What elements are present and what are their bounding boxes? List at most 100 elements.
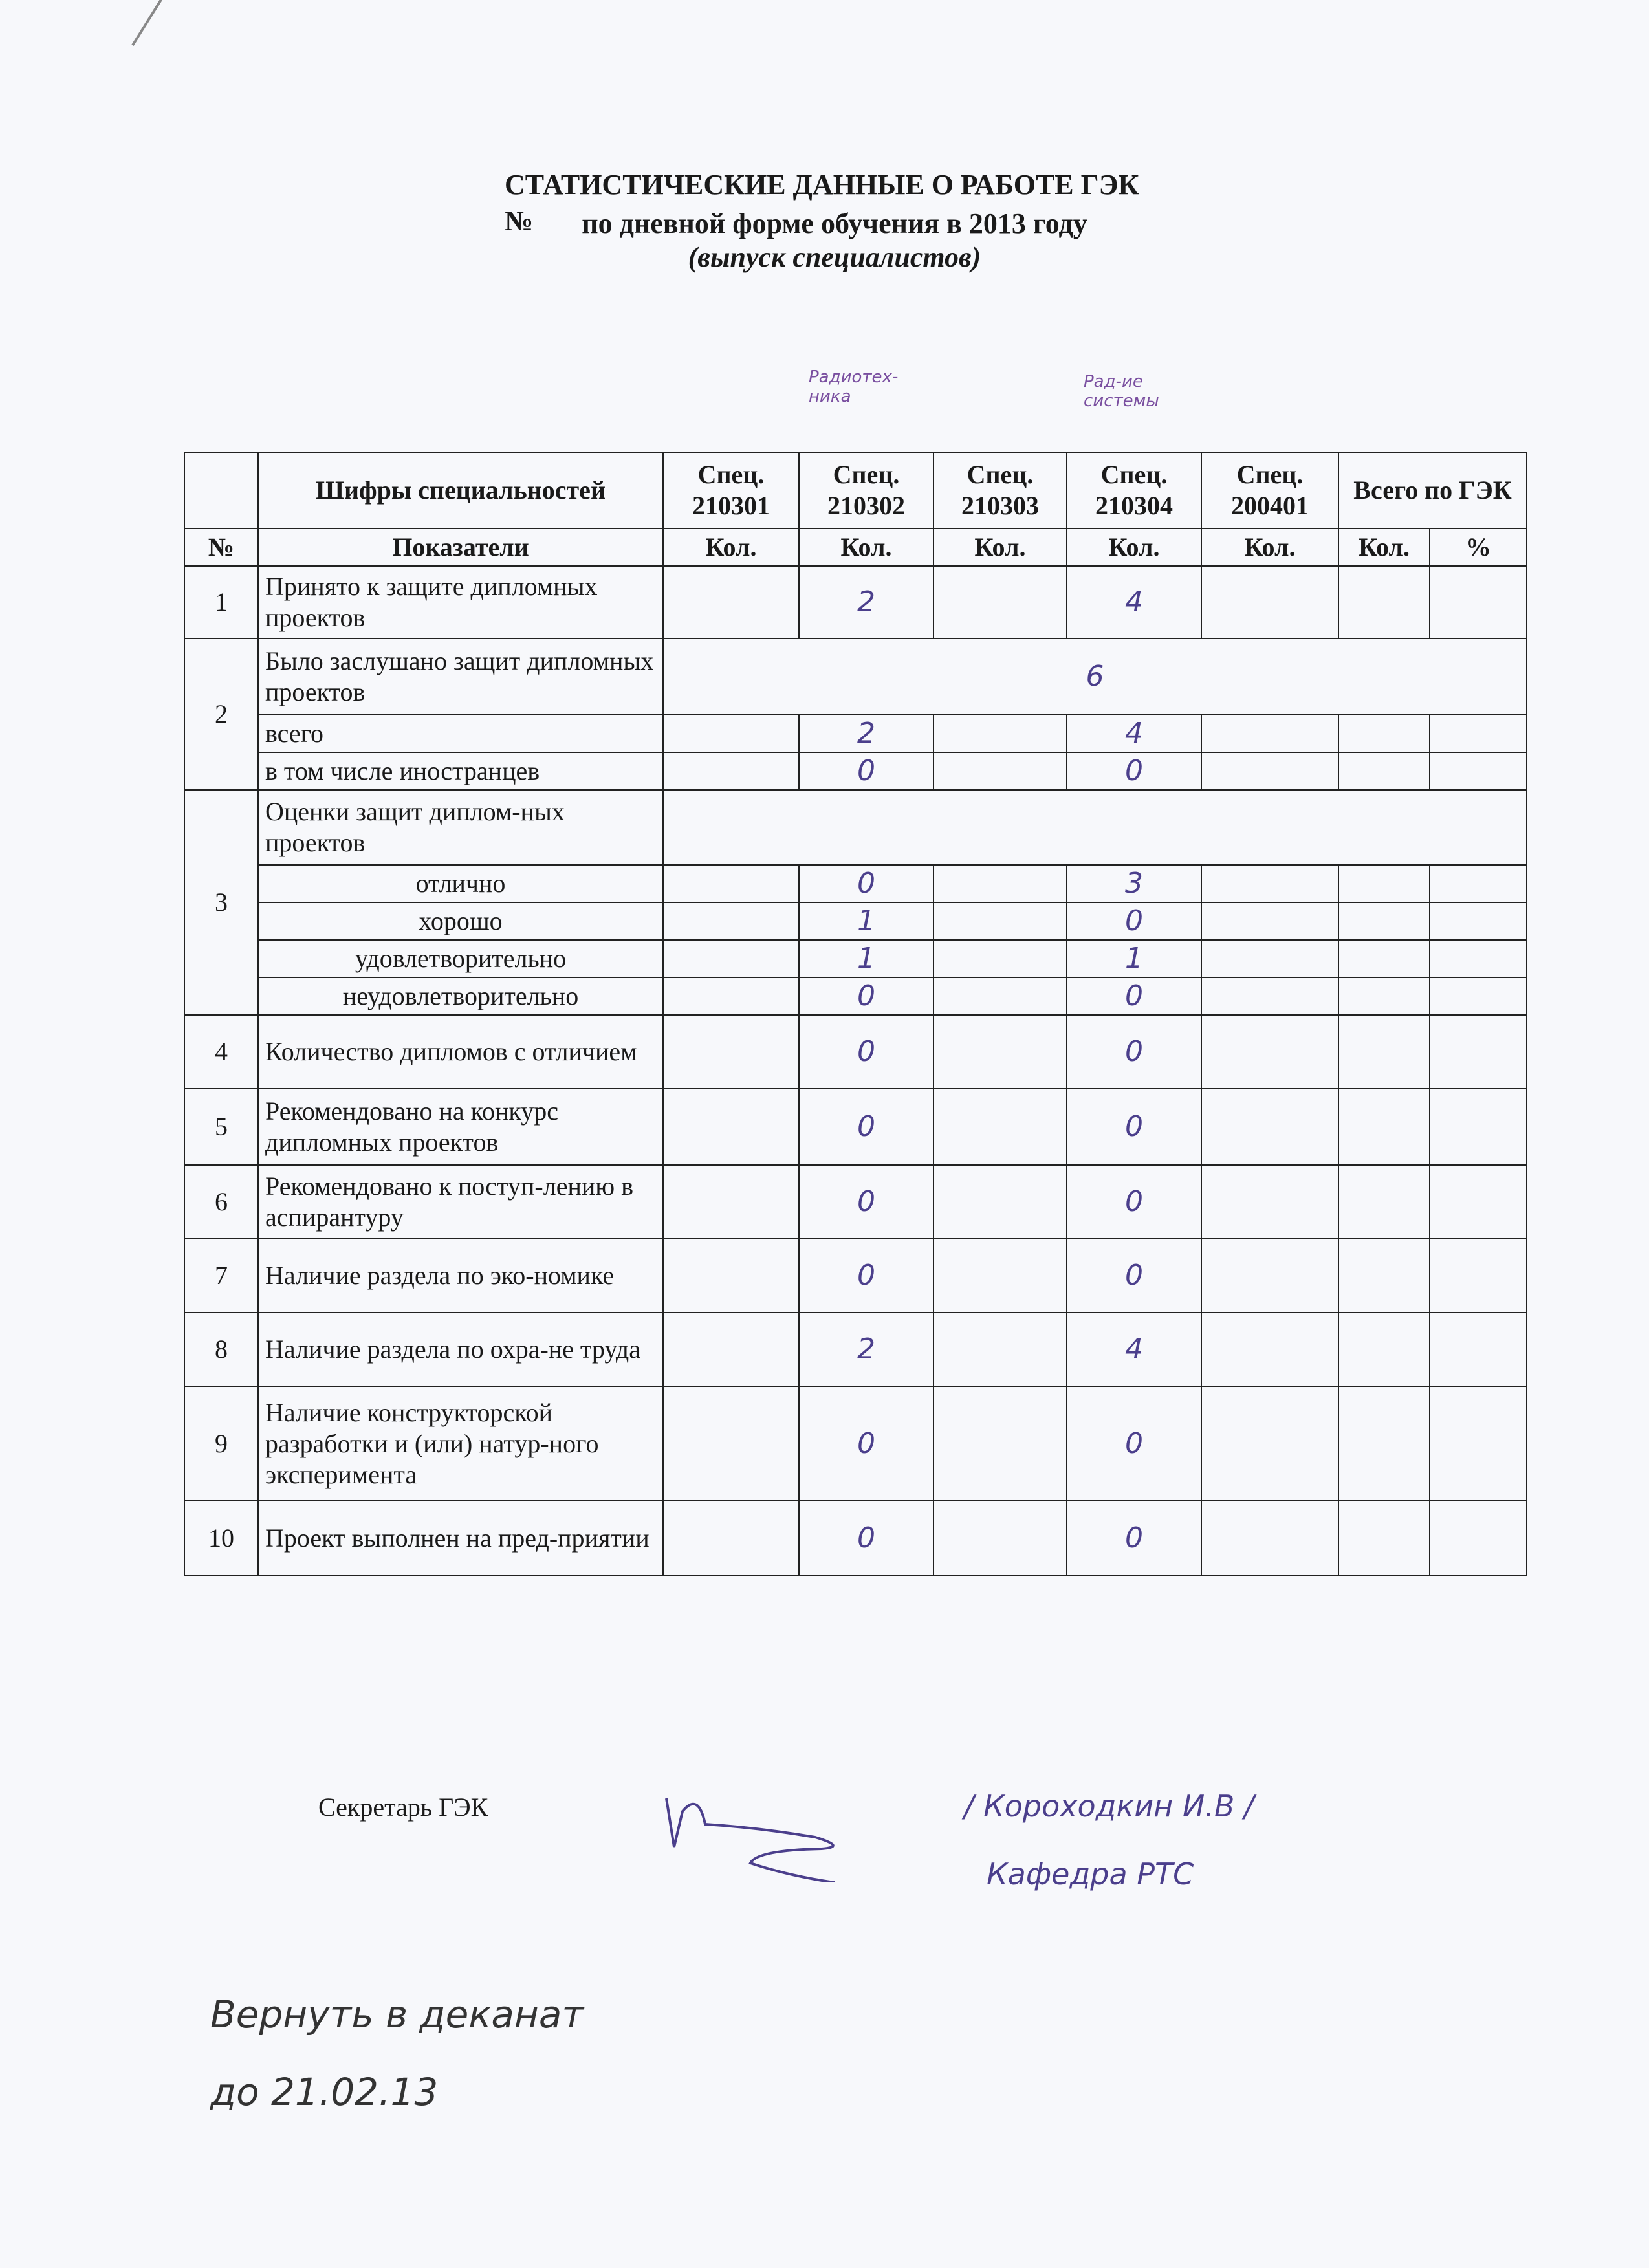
value-cell: 0 — [798, 977, 934, 1016]
row-label: Наличие раздела по эко-номике — [257, 1238, 664, 1313]
value-cell: 0 — [1066, 1088, 1202, 1166]
header-spec: Спец. 200401 — [1201, 452, 1339, 529]
value-cell — [662, 714, 800, 753]
value-cell — [662, 977, 800, 1016]
signature — [665, 1798, 835, 1882]
value-cell: 0 — [798, 1164, 934, 1239]
annotation-radiosystems: Рад-ие системы — [1084, 372, 1159, 411]
return-note: Вернуть в деканат — [210, 1992, 584, 2036]
row-number: 3 — [184, 789, 259, 1016]
table-row: хорошо 1 0 — [184, 902, 1528, 941]
value-cell — [1201, 1164, 1339, 1239]
value-cell — [1201, 864, 1339, 903]
value-cell: 0 — [1066, 1164, 1202, 1239]
table-row: 5 Рекомендовано на конкурс дипломных прое… — [184, 1088, 1528, 1166]
table-row: 3 Оценки защит диплом-ных проектов — [184, 789, 1528, 1016]
value-cell — [1338, 1014, 1430, 1089]
row-label: Наличие конструкторской разработки и (ил… — [257, 1386, 664, 1501]
value-cell — [1338, 939, 1430, 978]
row-number: 2 — [184, 638, 259, 791]
value-cell — [1338, 1238, 1430, 1313]
row-number: 4 — [184, 1014, 259, 1089]
return-date: до 21.02.13 — [210, 2070, 439, 2114]
header-codes: Шифры специальностей — [257, 452, 664, 529]
value-cell: 0 — [798, 1500, 934, 1576]
value-cell: 0 — [1066, 1500, 1202, 1576]
value-cell — [933, 752, 1067, 791]
value-cell — [1428, 977, 1528, 1016]
table-row: 1 Принято к защите дипломных проектов 2 4 — [184, 565, 1528, 639]
value-cell — [1201, 977, 1339, 1016]
subrow-label: неудовлетворительно — [257, 977, 664, 1016]
value-cell — [662, 939, 800, 978]
value-cell — [1201, 939, 1339, 978]
merged-value — [662, 789, 1528, 866]
row-label: Рекомендовано на конкурс дипломных проек… — [257, 1088, 664, 1166]
row-label: Проект выполнен на пред-приятии — [257, 1500, 664, 1576]
value-cell — [662, 565, 800, 639]
value-cell — [1428, 1500, 1528, 1576]
table-row: 7 Наличие раздела по эко-номике 0 0 — [184, 1238, 1528, 1313]
value-cell — [662, 1500, 800, 1576]
table-row: неудовлетворительно 0 0 — [184, 977, 1528, 1016]
row-number: 1 — [184, 565, 259, 639]
value-cell: 3 — [1066, 864, 1202, 903]
value-cell — [1201, 1014, 1339, 1089]
value-cell — [662, 1164, 800, 1239]
document-subtitle-2: (выпуск специалистов) — [688, 241, 981, 273]
subrow-label: в том числе иностранцев — [257, 752, 664, 791]
value-cell — [1338, 752, 1430, 791]
row-number: 10 — [184, 1500, 259, 1576]
row-number: 5 — [184, 1088, 259, 1166]
row-label: Количество дипломов с отличием — [257, 1014, 664, 1089]
value-cell — [662, 864, 800, 903]
document-title: СТАТИСТИЧЕСКИЕ ДАННЫЕ О РАБОТЕ ГЭК № — [505, 169, 1139, 237]
value-cell — [933, 1088, 1067, 1166]
value-cell — [933, 1164, 1067, 1239]
value-cell: 0 — [798, 864, 934, 903]
value-cell — [1338, 714, 1430, 753]
value-cell — [1201, 1088, 1339, 1166]
value-cell — [933, 902, 1067, 941]
value-cell: 0 — [1066, 752, 1202, 791]
value-cell: 0 — [1066, 1386, 1202, 1501]
value-cell — [1201, 565, 1339, 639]
value-cell — [1201, 752, 1339, 791]
value-cell — [1428, 1164, 1528, 1239]
value-cell: 1 — [798, 902, 934, 941]
header-total: Всего по ГЭК — [1337, 452, 1528, 529]
row-label: Рекомендовано к поступ-лению в аспиранту… — [257, 1164, 664, 1239]
row-number: 7 — [184, 1238, 259, 1313]
value-cell: 0 — [1066, 1238, 1202, 1313]
table-row: 2 Было заслушано защит дипломных проектов… — [184, 638, 1528, 791]
header-spec: Спец. 210301 — [662, 452, 800, 529]
value-cell — [662, 902, 800, 941]
value-cell — [662, 1386, 800, 1501]
value-cell: 0 — [798, 1386, 934, 1501]
value-cell — [1201, 902, 1339, 941]
header-percent: % — [1428, 528, 1528, 567]
table-row: отлично 0 3 — [184, 864, 1528, 903]
value-cell — [1428, 902, 1528, 941]
header-qty: Кол. — [1201, 528, 1339, 567]
value-cell — [1338, 977, 1430, 1016]
value-cell — [933, 1014, 1067, 1089]
value-cell — [1338, 1500, 1430, 1576]
value-cell — [933, 714, 1067, 753]
table-row: 9 Наличие конструкторской разработки и (и… — [184, 1386, 1528, 1501]
subrow-label: всего — [257, 714, 664, 753]
value-cell — [933, 1312, 1067, 1387]
row-label: Было заслушано защит дипломных проектов — [257, 638, 664, 715]
value-cell — [1428, 565, 1528, 639]
header-qty: Кол. — [1338, 528, 1430, 567]
value-cell — [1428, 1238, 1528, 1313]
value-cell — [933, 1238, 1067, 1313]
value-cell — [1428, 939, 1528, 978]
header-spec: Спец. 210304 — [1066, 452, 1202, 529]
row-label: Наличие раздела по охра-не труда — [257, 1312, 664, 1387]
value-cell — [1338, 1312, 1430, 1387]
table-row: 6 Рекомендовано к поступ-лению в аспирант… — [184, 1164, 1528, 1239]
value-cell — [1201, 1500, 1339, 1576]
row-number: 9 — [184, 1386, 259, 1501]
header-num: № — [184, 528, 259, 567]
